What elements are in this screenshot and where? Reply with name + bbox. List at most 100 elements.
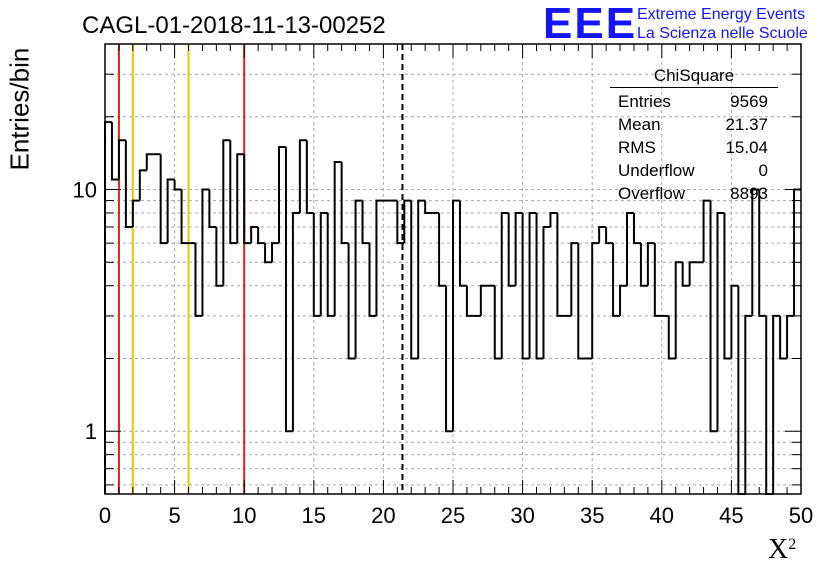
histogram-bin [117, 139, 126, 180]
stats-value: 15.04 [725, 138, 768, 157]
histogram-bin [667, 315, 676, 360]
stats-row-overflow: Overflow 8893 [610, 182, 778, 205]
histogram-bin [779, 315, 788, 360]
histogram-bin [772, 314, 781, 494]
y-tick-label: 1 [85, 419, 97, 444]
x-tick-label: 35 [580, 503, 604, 528]
histogram-bin [131, 199, 140, 227]
histogram-bin [681, 262, 690, 287]
histogram-bin [222, 139, 231, 286]
logo-line-2: La Scienza nelle Scuole [637, 25, 808, 42]
x-tick-label: 0 [99, 503, 111, 528]
marker-lines [117, 44, 404, 494]
histogram-bin [333, 160, 342, 316]
histogram-bin [646, 242, 655, 286]
x-axis-label: X2 [768, 534, 796, 566]
histogram-bin [612, 243, 621, 317]
logo-line-1: Extreme Energy Events [637, 6, 806, 23]
x-tick-label: 45 [719, 503, 743, 528]
histogram-bin [243, 154, 252, 245]
histogram-bin [507, 212, 516, 287]
histogram-bin [257, 226, 266, 245]
histogram-bin [542, 225, 551, 359]
histogram-bin [194, 243, 203, 317]
histogram-bin [305, 140, 314, 214]
histogram-bin [375, 199, 384, 316]
histogram-bin [556, 212, 565, 317]
histogram-bin [354, 199, 363, 359]
histogram-bin [493, 285, 502, 360]
histogram-bin [528, 211, 537, 359]
histogram-bin [104, 121, 112, 494]
axis-ticks: 0 5 10 15 20 25 30 35 40 45 50 1 10 [73, 43, 813, 528]
histogram-bin [570, 242, 579, 316]
histogram-bin [598, 225, 607, 244]
histogram-bin [577, 243, 586, 360]
histogram-bin [765, 315, 774, 495]
histogram-bin [138, 169, 147, 201]
histogram-bin [438, 212, 447, 287]
histogram-bin [110, 122, 119, 181]
histogram-bin [173, 179, 182, 191]
histogram-bin [236, 153, 245, 244]
y-tick-label: 10 [73, 178, 97, 203]
histogram-bin [479, 284, 488, 316]
histogram-bin [124, 140, 133, 228]
histogram-bin [417, 199, 426, 359]
histogram-bin [284, 146, 293, 433]
stats-box: ChiSquare Entries 9569 Mean 21.37 RMS 15.04… [610, 66, 778, 205]
eee-logo: EEE [543, 0, 638, 48]
histogram-bin [291, 211, 300, 432]
x-tick-label: 15 [302, 503, 326, 528]
histogram-bin [145, 153, 154, 171]
histogram-bin [445, 285, 453, 433]
stats-key: RMS [618, 138, 656, 157]
histogram-bin [424, 200, 433, 214]
histogram-bin [368, 243, 377, 317]
x-tick-label: 30 [510, 503, 534, 528]
x-axis-label-superscript: 2 [788, 536, 797, 553]
histogram-bin [452, 199, 460, 432]
histogram-bin [347, 243, 356, 360]
histogram-bin [619, 284, 627, 316]
histogram-bin [626, 211, 634, 286]
histogram-bin [674, 261, 683, 359]
histogram-bin [744, 314, 753, 494]
histogram-bin [215, 226, 224, 287]
histogram-bin [716, 211, 725, 432]
histogram-bin [403, 199, 412, 244]
stats-value: 0 [758, 161, 768, 180]
histogram-bin [535, 212, 544, 360]
histogram-bin [465, 285, 474, 317]
histogram-bin [298, 139, 307, 213]
histogram-bin [758, 189, 767, 317]
histogram-bin [201, 188, 210, 316]
histogram-bin [271, 242, 279, 263]
histogram-bin [208, 189, 217, 228]
histogram-bin [688, 261, 697, 286]
histogram-bin [737, 285, 746, 495]
histogram-bin [549, 211, 558, 227]
histogram-bin [159, 154, 168, 245]
histogram-bin [166, 178, 175, 244]
x-tick-label: 25 [441, 503, 465, 528]
x-axis-label-base: X [768, 534, 789, 565]
histogram-bin [730, 284, 739, 359]
histogram-bin [591, 242, 600, 359]
histogram-bin [751, 188, 760, 316]
histogram-bin [340, 161, 349, 245]
histogram-bin [653, 243, 662, 317]
stats-row-mean: Mean 21.37 [610, 113, 778, 136]
x-tick-label: 50 [789, 503, 813, 528]
histogram-bin [312, 212, 321, 317]
histogram-bin [632, 212, 641, 245]
x-tick-label: 10 [232, 503, 256, 528]
stats-key: Underflow [618, 161, 695, 180]
chart-title: CAGL-01-2018-11-13-00252 [82, 12, 386, 39]
histogram-bin [709, 200, 718, 433]
histogram-bin [410, 200, 419, 360]
stats-value: 8893 [730, 184, 768, 203]
x-tick-label: 40 [650, 503, 674, 528]
x-tick-label: 20 [371, 503, 395, 528]
